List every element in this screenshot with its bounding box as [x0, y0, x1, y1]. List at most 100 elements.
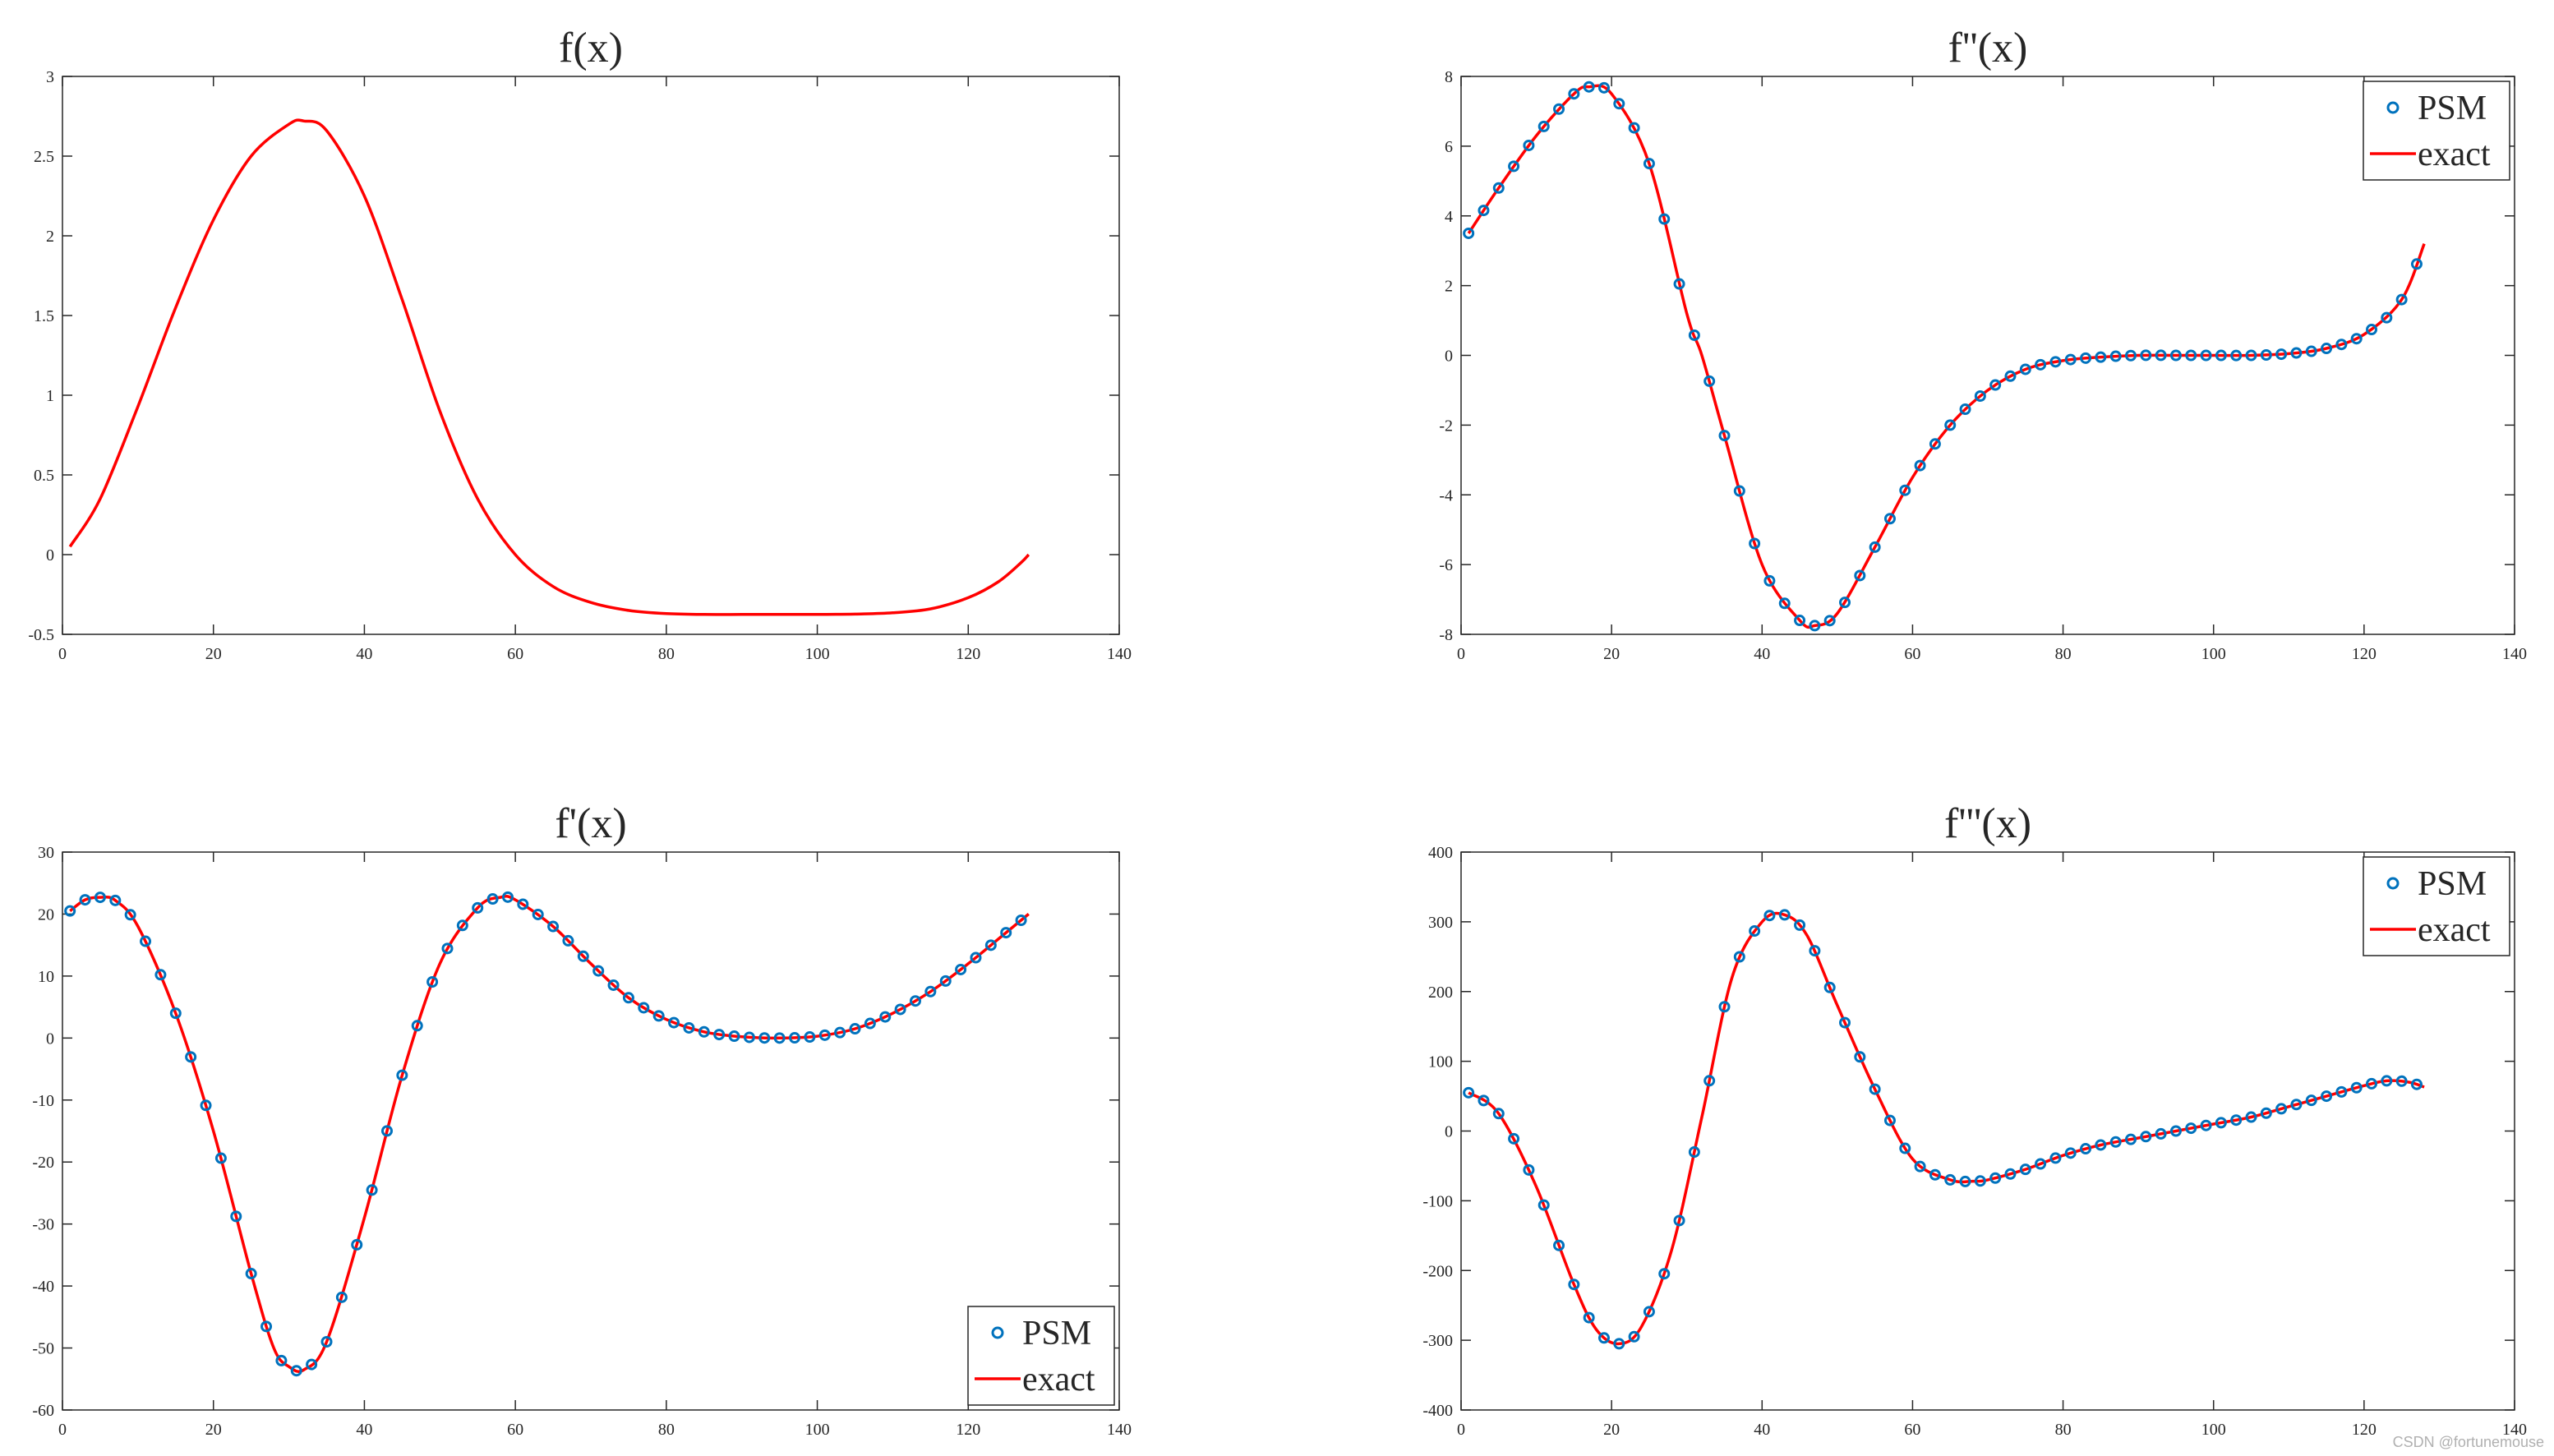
x-tick-label: 20: [205, 1421, 222, 1439]
psm-marker: [2275, 1103, 2288, 1115]
psm-marker: [728, 1030, 740, 1043]
x-tick-label: 140: [2502, 645, 2527, 663]
y-tick-label: 4: [1445, 208, 1453, 226]
psm-marker: [1568, 1279, 1580, 1291]
psm-marker: [607, 979, 620, 991]
x-tick-label: 100: [2201, 645, 2226, 663]
x-tick-label: 100: [805, 645, 830, 663]
psm-marker: [1508, 1132, 1520, 1145]
psm-marker: [380, 1125, 393, 1137]
psm-marker: [1794, 919, 1806, 931]
psm-marker: [2140, 349, 2152, 362]
y-tick-label: -50: [32, 1340, 54, 1358]
chart-title: f''(x): [1948, 25, 2028, 71]
psm-marker: [1869, 541, 1881, 553]
psm-marker: [1854, 569, 1866, 582]
psm-marker: [472, 901, 484, 914]
psm-marker: [2381, 1075, 2393, 1087]
psm-marker: [2049, 356, 2062, 368]
legend-psm-marker: [2386, 877, 2400, 890]
psm-marker: [1778, 597, 1791, 610]
x-tick-label: 20: [1603, 1421, 1620, 1439]
psm-marker: [2230, 1114, 2243, 1127]
psm-marker: [1959, 1175, 1971, 1187]
x-tick-label: 140: [2502, 1421, 2527, 1439]
psm-marker: [1899, 484, 1911, 496]
psm-marker: [1000, 927, 1012, 939]
legend-box: [967, 1306, 1115, 1406]
psm-marker: [743, 1031, 755, 1044]
psm-marker: [1929, 1168, 1941, 1181]
psm-marker: [2019, 363, 2031, 376]
x-tick-label: 40: [1754, 1421, 1770, 1439]
y-tick-label: -30: [32, 1216, 54, 1234]
y-tick-label: 0: [46, 546, 54, 564]
psm-marker: [1688, 1146, 1700, 1159]
psm-marker: [2155, 1127, 2167, 1140]
psm-marker: [1823, 615, 1836, 627]
psm-marker: [1763, 574, 1776, 587]
psm-marker: [970, 951, 982, 964]
psm-marker: [532, 908, 544, 920]
psm-marker: [2200, 1119, 2212, 1131]
x-tick-label: 80: [658, 1421, 675, 1439]
legend: PSM exact: [2363, 856, 2510, 956]
psm-marker: [1628, 1330, 1640, 1343]
psm-marker: [592, 965, 605, 977]
psm-marker: [773, 1032, 786, 1044]
psm-marker: [2019, 1163, 2031, 1176]
psm-marker: [638, 1002, 650, 1014]
x-tick-label: 0: [58, 1421, 67, 1439]
y-tick-label: -100: [1422, 1192, 1453, 1210]
y-tick-label: 8: [1445, 68, 1453, 86]
psm-marker: [214, 1152, 227, 1164]
y-tick-label: -60: [32, 1402, 54, 1420]
psm-marker: [652, 1010, 665, 1022]
chart-title: f'(x): [555, 800, 626, 847]
x-tick-label: 120: [956, 1421, 980, 1439]
psm-marker: [2095, 1139, 2107, 1151]
psm-marker: [1523, 1163, 1535, 1176]
legend-psm-marker: [2386, 101, 2400, 114]
psm-marker: [2155, 349, 2167, 362]
psm-marker: [1883, 513, 1896, 525]
psm-marker: [2245, 1111, 2257, 1123]
x-tick-label: 40: [1754, 645, 1770, 663]
psm-marker: [789, 1032, 801, 1044]
psm-marker: [804, 1031, 816, 1044]
legend-label-psm: PSM: [2418, 865, 2487, 903]
psm-marker: [1794, 615, 1806, 627]
psm-marker: [984, 939, 997, 951]
psm-marker: [2185, 349, 2197, 362]
psm-marker: [1643, 158, 1655, 170]
chart-title: f(x): [559, 25, 623, 71]
x-tick-label: 20: [1603, 645, 1620, 663]
x-tick-label: 60: [507, 645, 523, 663]
psm-marker: [1492, 1108, 1505, 1120]
psm-marker: [1703, 375, 1716, 387]
legend-label-exact: exact: [1022, 1361, 1095, 1398]
psm-marker: [441, 942, 454, 955]
psm-marker: [1658, 1268, 1671, 1280]
psm-marker: [1854, 1051, 1866, 1063]
psm-marker: [1733, 485, 1745, 497]
axes-box: [1460, 76, 2515, 635]
psm-marker: [2410, 258, 2423, 270]
psm-marker: [245, 1268, 257, 1280]
psm-marker: [275, 1354, 288, 1366]
psm-marker: [2395, 293, 2408, 306]
psm-marker: [2245, 349, 2257, 362]
series-line-f: [68, 118, 1030, 616]
psm-marker: [1553, 103, 1565, 115]
psm-marker: [577, 950, 589, 962]
x-tick-label: 120: [2352, 1421, 2377, 1439]
psm-marker: [185, 1051, 197, 1063]
psm-marker: [1463, 1086, 1475, 1099]
psm-marker: [1583, 81, 1595, 93]
x-tick-label: 140: [1107, 645, 1132, 663]
y-tick-label: 200: [1428, 984, 1453, 1002]
psm-marker: [924, 985, 937, 998]
psm-marker: [1869, 1083, 1881, 1095]
series-line-exact: [69, 894, 1030, 1373]
y-tick-label: -20: [32, 1154, 54, 1172]
